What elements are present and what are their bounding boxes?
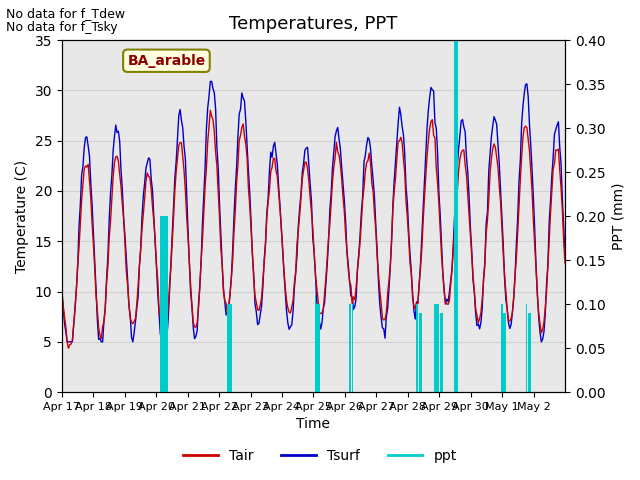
Bar [161,216,163,392]
Bar [349,304,350,392]
Bar [442,313,444,392]
Text: No data for f_Tsky: No data for f_Tsky [6,21,118,34]
Bar [164,216,165,392]
Bar [227,304,228,392]
Bar [315,295,316,392]
Bar [163,216,164,392]
Bar [502,313,504,392]
Bar [317,304,319,392]
Bar [228,304,229,392]
Bar [435,304,436,392]
Bar [166,216,168,392]
Legend: Tair, Tsurf, ppt: Tair, Tsurf, ppt [178,443,462,468]
Bar [350,304,351,392]
Bar [231,304,232,392]
Bar [420,313,421,392]
Bar [419,313,420,392]
Bar [416,304,417,392]
Bar [505,313,506,392]
Bar [436,304,437,392]
Text: BA_arable: BA_arable [127,54,205,68]
Bar [527,313,529,392]
Y-axis label: PPT (mm): PPT (mm) [611,182,625,250]
Bar [421,313,422,392]
X-axis label: Time: Time [296,418,330,432]
Bar [316,304,317,392]
Bar [165,216,166,392]
Title: Temperatures, PPT: Temperatures, PPT [229,15,397,33]
Bar [530,313,531,392]
Y-axis label: Temperature (C): Temperature (C) [15,159,29,273]
Bar [319,304,320,392]
Bar [526,304,527,392]
Bar [437,304,438,392]
Bar [454,40,455,392]
Bar [160,216,161,392]
Bar [504,313,505,392]
Text: No data for f_Tdew: No data for f_Tdew [6,7,125,20]
Bar [529,313,530,392]
Bar [440,313,441,392]
Bar [501,304,502,392]
Bar [417,304,419,392]
Bar [441,313,442,392]
Bar [457,40,458,392]
Bar [438,304,440,392]
Bar [351,304,353,392]
